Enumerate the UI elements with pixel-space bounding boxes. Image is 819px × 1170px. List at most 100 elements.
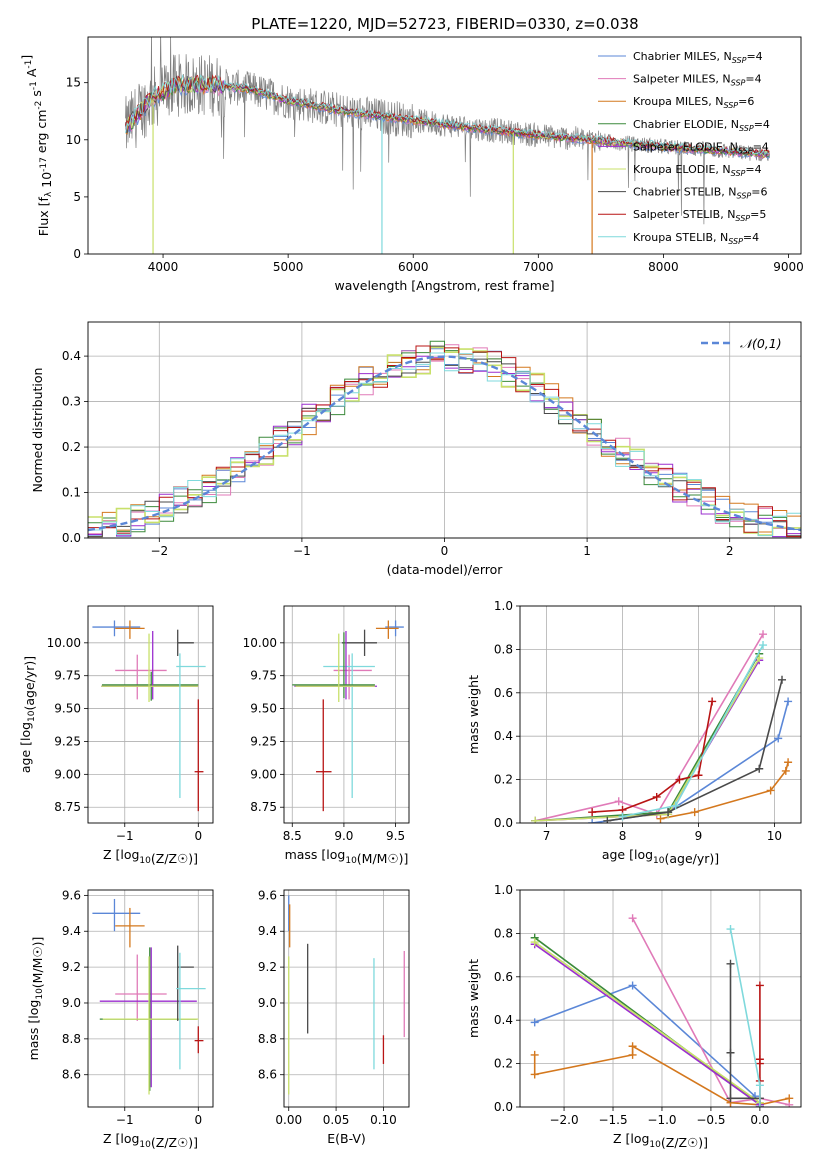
age_vs_Z-plot-area [92, 620, 206, 812]
mass_vs_Z-axes: −1 0 8.6 8.8 9.0 9.2 9.4 9.6 Z [log10(Z/Z☉)] mass… [26, 888, 214, 1150]
weight-marker [530, 1050, 539, 1059]
residuals-xlabel: (data-model)/error [387, 562, 504, 577]
weight-marker [755, 764, 764, 773]
x-tick-label: 0 [194, 829, 202, 843]
weight-marker [618, 812, 627, 821]
age_vs_mass-xlabel: mass [log10(M/M☉)] [285, 847, 409, 866]
weight-marker [628, 1050, 637, 1059]
x-tick-label: −1 [293, 544, 311, 558]
weight-marker [530, 938, 539, 947]
weight-line [534, 943, 761, 1106]
x-tick-label: −1.0 [647, 1113, 676, 1127]
weight-marker [755, 981, 764, 990]
y-tick-label: 0.6 [494, 970, 513, 984]
mass_vs_ebv-axes: 0.00 0.05 0.10 8.6 8.8 9.0 9.2 9.4 9.6 E(B-V) [258, 888, 410, 1146]
weight-marker [628, 1042, 637, 1051]
weight-marker [726, 925, 735, 934]
weight-marker [628, 914, 637, 923]
weight-marker [675, 775, 684, 784]
weight-marker [759, 630, 768, 639]
weight-marker [530, 1018, 539, 1027]
weight_vs_Z-ylabel: mass weight [466, 959, 481, 1038]
weight-line [592, 701, 713, 813]
y-tick-label: 0.8 [494, 642, 513, 656]
y-tick-label: 8.75 [54, 800, 81, 814]
weight-marker [664, 808, 673, 817]
age_vs_Z-ylabel: age [log10(age/yr)] [18, 656, 37, 773]
mass_vs_Z-plot-area [92, 898, 206, 1095]
x-tick-label: 1 [583, 544, 591, 558]
spectrum-plot-area [125, 37, 770, 254]
mass_vs_Z-frame [87, 889, 214, 1108]
x-tick-label: 8.5 [283, 829, 302, 843]
y-tick-label: 9.25 [54, 734, 81, 748]
legend-label: Chabrier ELODIE, NSSP=4 [633, 118, 770, 133]
y-tick-label: 8.8 [258, 1032, 277, 1046]
x-tick-label: 0.00 [275, 1113, 302, 1127]
y-tick-label: 0.2 [62, 440, 81, 454]
weight-marker [694, 771, 703, 780]
y-tick-label: 10.00 [243, 636, 277, 650]
y-tick-label: 10.00 [47, 636, 81, 650]
y-tick-label: 9.75 [250, 669, 277, 683]
legend-label: Chabrier STELIB, NSSP=6 [633, 186, 767, 201]
age_vs_mass-axes: 8.5 9.0 9.5 8.75 9.00 9.25 9.50 9.75 10.00 mass [… [243, 605, 410, 866]
normal-curve [88, 355, 801, 532]
x-tick-label: 7000 [523, 260, 554, 274]
y-tick-label: 8.6 [258, 1068, 277, 1082]
spectrum-ylabel: Flux [fλ 10-17 erg cm-2 s-1 A-1] [19, 55, 54, 237]
x-tick-label: 7 [543, 829, 551, 843]
weight-marker [614, 797, 623, 806]
legend-label: Kroupa STELIB, NSSP=4 [633, 231, 759, 246]
age_vs_mass-plot-area [292, 620, 404, 812]
y-tick-label: 9.25 [250, 734, 277, 748]
x-tick-label: 8000 [648, 260, 679, 274]
weight-marker [708, 697, 717, 706]
weight_vs_age-axes: 7 8 9 10 0.0 0.2 0.4 0.6 0.8 1.0 age [log10(age/yr… [466, 599, 802, 866]
x-tick-label: 0 [441, 544, 449, 558]
x-tick-label: 9.0 [334, 829, 353, 843]
age_vs_Z-frame [87, 605, 214, 824]
y-tick-label: 9.2 [62, 960, 81, 974]
weight-line [534, 937, 761, 1106]
x-tick-label: 2 [726, 544, 734, 558]
spectrum-xlabel: wavelength [Angstrom, rest frame] [334, 278, 554, 293]
plot-layer: 4000 5000 6000 7000 8000 9000051015wavelength… [18, 36, 804, 1150]
weight-marker [726, 1094, 735, 1103]
weight-marker [588, 808, 597, 817]
x-tick-label: 5000 [273, 260, 304, 274]
weight-marker [603, 816, 612, 823]
x-tick-label: 0.0 [750, 1113, 769, 1127]
age_vs_mass-frame [283, 605, 410, 824]
y-tick-label: 9.00 [250, 767, 277, 781]
x-tick-label: 9000 [773, 260, 804, 274]
weight-marker [628, 981, 637, 990]
weight_vs_Z-axes: −2.0 −1.5 −1.0 −0.5 0.0 0.0 0.2 0.4 0.6 0.8 1.0 Z [… [466, 883, 802, 1150]
weight-marker [726, 1048, 735, 1057]
mass_vs_ebv-frame [283, 889, 410, 1108]
x-tick-label: 0.10 [370, 1113, 397, 1127]
y-tick-label: 1.0 [494, 599, 513, 613]
y-tick-label: 9.75 [54, 669, 81, 683]
weight-marker [726, 959, 735, 968]
legend-label: Chabrier MILES, NSSP=4 [633, 50, 763, 65]
weight_vs_age-frame [519, 605, 802, 824]
weight-marker [774, 734, 783, 743]
weight_vs_age-ylabel: mass weight [466, 675, 481, 754]
weight-marker [784, 758, 793, 767]
residuals-plot-area [88, 340, 801, 538]
mass_vs_Z-ylabel: mass [log10(M/M☉)] [26, 937, 45, 1061]
x-tick-label: 8 [619, 829, 627, 843]
weight-marker [766, 786, 775, 795]
y-tick-label: 9.50 [54, 702, 81, 716]
weight-marker [652, 792, 661, 801]
weight-marker [778, 675, 787, 684]
y-tick-label: 0.6 [494, 686, 513, 700]
weight-marker [656, 814, 665, 823]
weight-marker [531, 816, 540, 823]
x-tick-label: 0.05 [323, 1113, 350, 1127]
y-tick-label: 9.6 [62, 888, 81, 902]
weight-marker [755, 1081, 764, 1090]
